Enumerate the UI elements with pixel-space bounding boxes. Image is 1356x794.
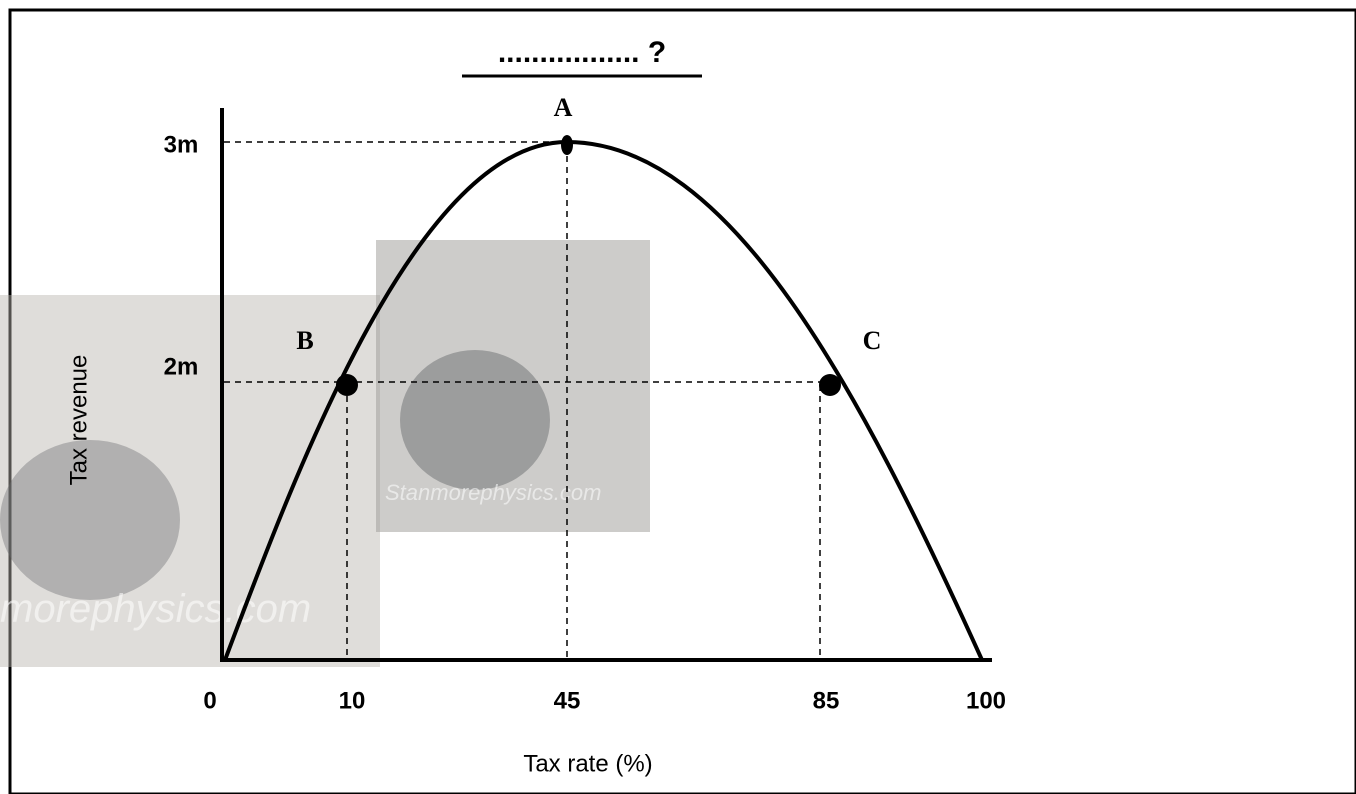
watermark-pot	[400, 350, 550, 490]
x-tick-label: 85	[813, 687, 840, 714]
point-a	[561, 135, 573, 155]
diagram: Stanmorephysics.com morephysics.com ....…	[0, 0, 1356, 794]
x-tick-label: 0	[203, 687, 216, 714]
watermark-text: Stanmorephysics.com	[385, 480, 601, 505]
point-label: C	[863, 326, 882, 355]
point-label: B	[296, 326, 313, 355]
x-tick-label: 45	[554, 687, 581, 714]
point-b	[336, 374, 358, 396]
point-label: A	[554, 93, 573, 122]
x-tick-label: 100	[966, 687, 1006, 714]
title: ................. ?	[498, 36, 666, 69]
x-axis-label: Tax rate (%)	[523, 750, 652, 777]
point-c	[819, 374, 841, 396]
y-tick-label: 3m	[164, 131, 199, 158]
watermark-text: morephysics.com	[0, 587, 311, 631]
x-tick-label: 10	[339, 687, 366, 714]
y-axis-label: Tax revenue	[65, 355, 92, 486]
y-tick-label: 2m	[164, 353, 199, 380]
